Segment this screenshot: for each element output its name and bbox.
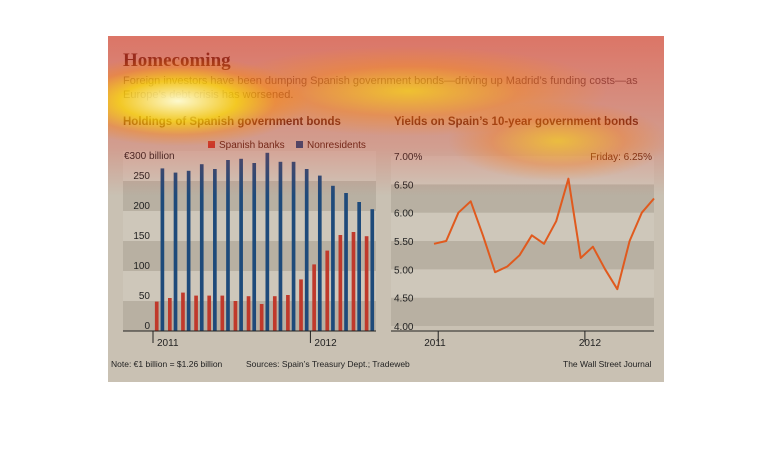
bar-spanish-banks <box>220 295 225 331</box>
bar-spanish-banks <box>233 301 238 331</box>
bar-nonresidents <box>226 160 230 331</box>
bar-spanish-banks <box>207 295 212 331</box>
gridband <box>391 241 654 270</box>
chart-graphic: Homecoming Foreign investors have been d… <box>108 36 664 382</box>
yield-line <box>433 177 655 291</box>
gridband <box>391 184 654 213</box>
bar-nonresidents <box>265 152 270 331</box>
y-tick-label: 5.50 <box>394 237 414 248</box>
y-tick-label: 250 <box>133 171 150 182</box>
bar-nonresidents <box>370 209 375 331</box>
bar-spanish-banks <box>194 295 198 331</box>
bar-spanish-banks <box>168 298 172 331</box>
legend-label-nonresidents: Nonresidents <box>307 140 366 151</box>
holdings-bar-chart: 0 50 100 150 200 250 €300 billion 2011 2012 Spani… <box>123 140 376 349</box>
x-tick-label: 2011 <box>157 338 179 349</box>
bar-spanish-banks <box>246 296 251 331</box>
gridband <box>391 269 654 298</box>
bar-spanish-banks <box>338 235 343 331</box>
bar-nonresidents <box>357 202 361 331</box>
gridband <box>391 212 654 241</box>
y-tick-label: 100 <box>133 261 150 272</box>
yields-chart-title: Yields on Spain’s 10-year government bon… <box>394 116 639 128</box>
bar-spanish-banks <box>299 279 303 331</box>
bar-spanish-banks <box>351 232 356 331</box>
bar-spanish-banks <box>259 304 264 331</box>
bar-nonresidents <box>278 161 283 331</box>
y-tick-label: 6.50 <box>394 180 414 191</box>
bar-nonresidents <box>239 158 243 331</box>
y-tick-label: 0 <box>144 321 150 332</box>
unit-label: €300 billion <box>124 151 175 162</box>
footnote: Note: €1 billion = $1.26 billion <box>111 359 223 369</box>
y-tick-label: 150 <box>133 231 150 242</box>
y-tick-label: 5.00 <box>394 265 414 276</box>
bar-nonresidents <box>173 172 178 331</box>
legend-swatch-nonresidents <box>296 141 303 148</box>
yields-line-chart: 4.00 4.50 5.00 5.50 6.00 6.50 7.00% Friday: 6.2… <box>391 152 655 349</box>
bar-spanish-banks <box>364 236 369 331</box>
y-tick-label: 50 <box>139 291 151 302</box>
y-tick-label: 7.00% <box>394 152 422 163</box>
bar-spanish-banks <box>312 264 316 331</box>
bar-nonresidents <box>331 185 335 331</box>
bar-nonresidents <box>291 161 296 331</box>
bar-spanish-banks <box>325 250 330 331</box>
bar-spanish-banks <box>272 296 277 331</box>
graphic-title: Homecoming <box>123 50 231 71</box>
bar-nonresidents <box>160 168 165 331</box>
source-note: Sources: Spain’s Treasury Dept.; Tradewe… <box>246 359 410 369</box>
bar-nonresidents <box>186 170 191 331</box>
bar-nonresidents <box>317 175 322 331</box>
graphic-subtitle: Foreign investors have been dumping Span… <box>123 75 638 101</box>
y-tick-label: 200 <box>133 201 150 212</box>
publisher-credit: The Wall Street Journal <box>563 359 652 369</box>
legend-label-spanish-banks: Spanish banks <box>219 140 285 151</box>
bar-nonresidents <box>344 193 348 331</box>
x-tick-label: 2011 <box>424 338 446 349</box>
bar-nonresidents <box>304 169 309 331</box>
gridband <box>391 297 654 326</box>
y-tick-label: 6.00 <box>394 209 414 220</box>
yield-annotation: Friday: 6.25% <box>590 152 652 163</box>
bar-nonresidents <box>252 163 257 331</box>
y-tick-label: 4.00 <box>394 322 414 333</box>
holdings-chart-title: Holdings of Spanish government bonds <box>123 116 341 128</box>
bar-nonresidents <box>199 164 204 331</box>
bar-spanish-banks <box>154 301 159 331</box>
bar-nonresidents <box>213 169 217 331</box>
legend-swatch-spanish-banks <box>208 141 215 148</box>
bar-spanish-banks <box>286 295 290 331</box>
y-tick-label: 4.50 <box>394 294 414 305</box>
bar-spanish-banks <box>181 292 185 331</box>
x-tick-label: 2012 <box>314 338 337 349</box>
x-tick-label: 2012 <box>579 338 602 349</box>
